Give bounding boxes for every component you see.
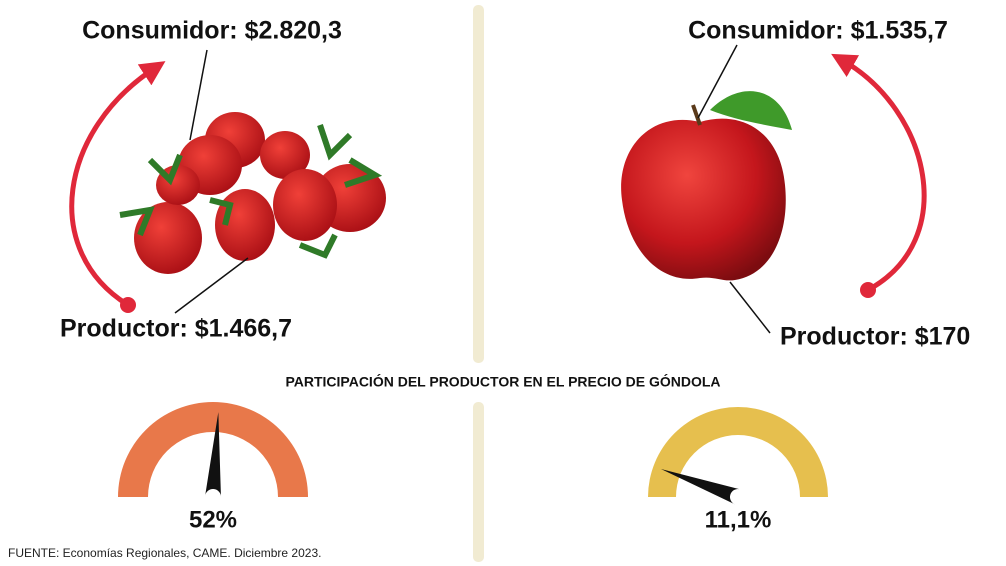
leader-line	[729, 281, 771, 334]
gauge-value: 52%	[189, 506, 237, 533]
leader-line	[697, 44, 738, 119]
arrow	[69, 61, 166, 308]
source: FUENTE: Economías Regionales, CAME. Dici…	[8, 546, 321, 560]
consumer-price: Consumidor: $2.820,3	[82, 17, 342, 45]
arrow-dot	[120, 297, 136, 313]
leader-line	[189, 49, 208, 141]
strawberries	[119, 112, 386, 274]
apple	[621, 91, 792, 281]
gauge-value: 11,1%	[705, 506, 772, 533]
divider	[473, 402, 484, 562]
gauge-arc	[118, 402, 308, 497]
arrow	[831, 53, 927, 293]
gauge-needle	[660, 468, 741, 505]
producer-price: Productor: $170	[780, 323, 970, 351]
divider	[473, 5, 484, 363]
gauge-arc	[648, 407, 828, 497]
producer-price: Productor: $1.466,7	[60, 315, 292, 343]
consumer-price: Consumidor: $1.535,7	[688, 17, 948, 45]
section-title: PARTICIPACIÓN DEL PRODUCTOR EN EL PRECIO…	[285, 373, 720, 390]
leader-line	[174, 257, 249, 314]
gauge-needle	[205, 412, 221, 498]
arrow-dot	[860, 282, 876, 298]
